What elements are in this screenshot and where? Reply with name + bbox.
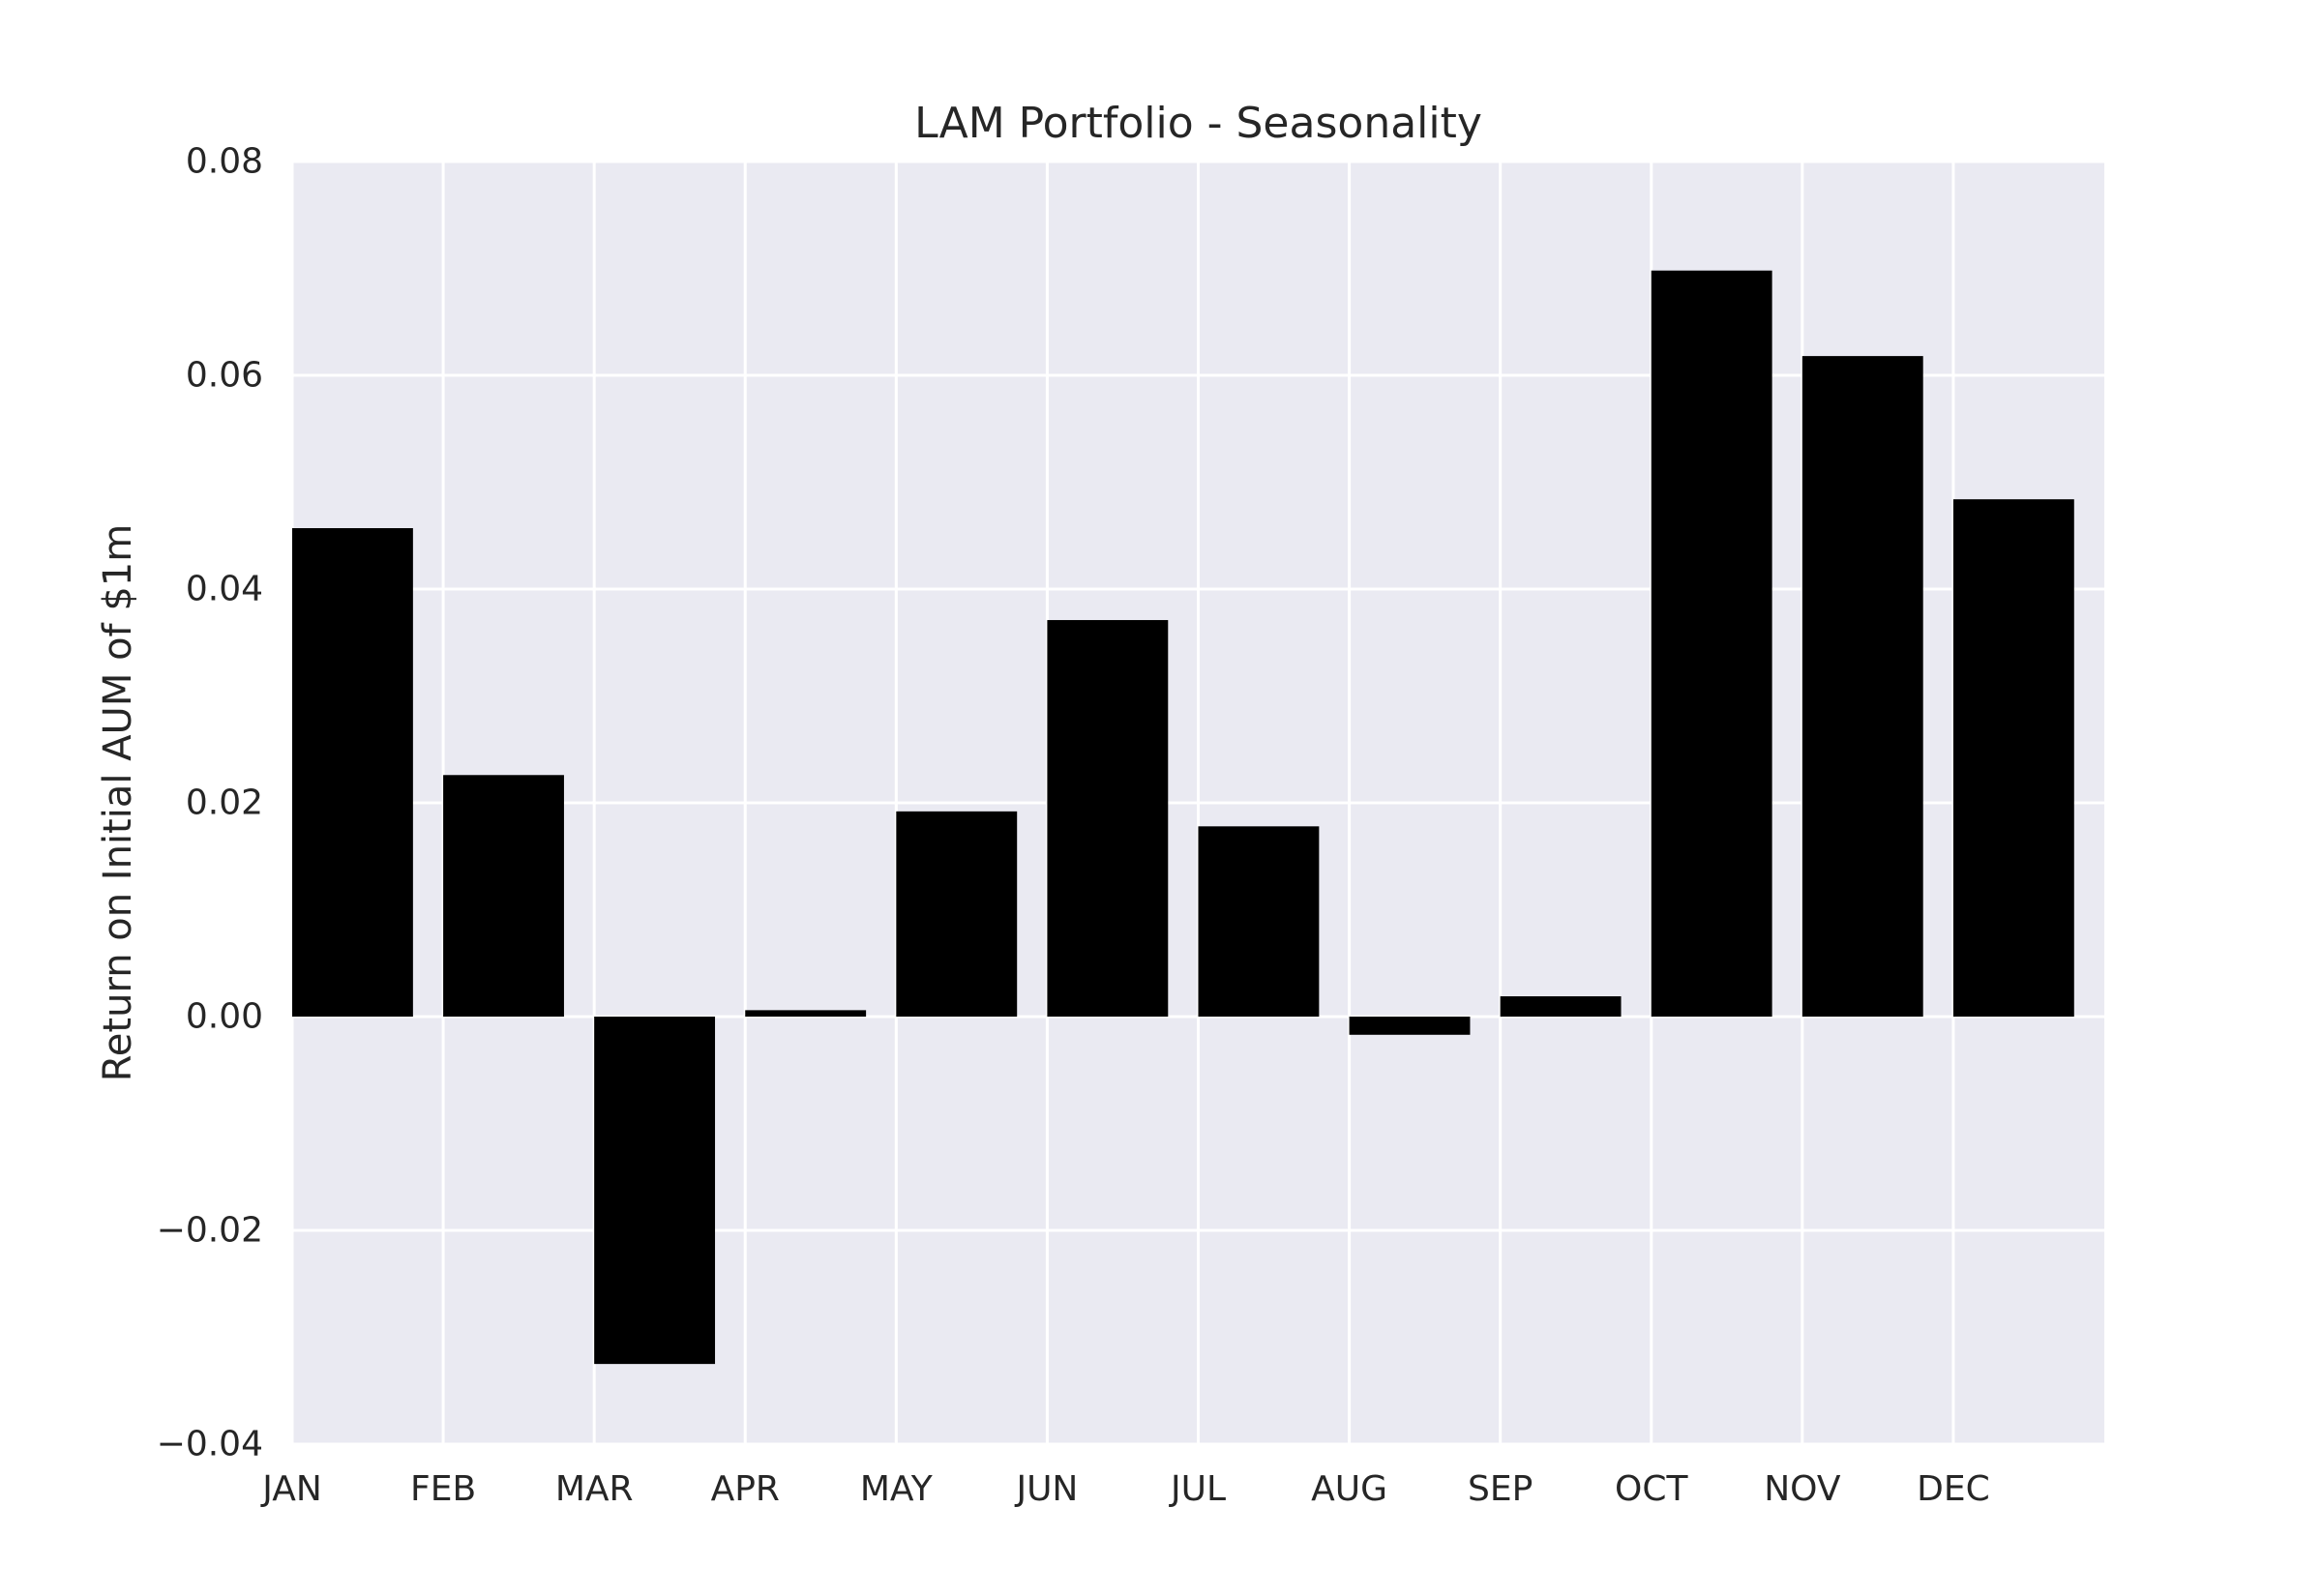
x-tick-label-nov: NOV — [1764, 1469, 1841, 1509]
x-tick-label-jan: JAN — [260, 1469, 322, 1509]
bar-dec — [1952, 499, 2074, 1017]
y-tick-label: 0.06 — [186, 356, 263, 396]
chart-title: LAM Portfolio - Seasonality — [914, 99, 1482, 148]
y-tick-label: 0.08 — [186, 142, 263, 182]
bar-aug — [1349, 1017, 1471, 1035]
y-tick-label: 0.04 — [186, 570, 263, 609]
bar-mar — [594, 1017, 716, 1365]
bar-nov — [1801, 356, 1923, 1017]
bar-may — [896, 811, 1018, 1017]
x-tick-label-sep: SEP — [1468, 1469, 1533, 1509]
x-tick-label-jun: JUN — [1014, 1469, 1078, 1509]
bar-jul — [1198, 826, 1320, 1017]
bar-oct — [1651, 270, 1772, 1018]
x-tick-label-jul: JUL — [1169, 1469, 1226, 1509]
bar-apr — [745, 1010, 867, 1017]
bar-sep — [1500, 996, 1622, 1017]
x-tick-label-feb: FEB — [410, 1469, 476, 1509]
x-tick-label-aug: AUG — [1311, 1469, 1387, 1509]
y-tick-label: −0.02 — [157, 1211, 263, 1251]
bars — [292, 270, 2074, 1365]
x-tick-label-oct: OCT — [1615, 1469, 1688, 1509]
bar-jan — [292, 528, 413, 1017]
y-tick-label: 0.00 — [186, 997, 263, 1037]
x-tick-label-apr: APR — [711, 1469, 780, 1509]
bar-feb — [443, 775, 564, 1017]
y-tick-labels: −0.04 −0.02 0.00 0.02 0.04 0.06 0.08 — [157, 142, 263, 1464]
bar-jun — [1047, 620, 1169, 1017]
x-tick-label-dec: DEC — [1917, 1469, 1990, 1509]
x-tick-label-mar: MAR — [555, 1469, 634, 1509]
x-tick-labels: JAN FEB MAR APR MAY JUN JUL AUG SEP OCT NOV DEC — [260, 1469, 1989, 1509]
y-tick-label: −0.04 — [157, 1425, 263, 1464]
y-tick-label: 0.02 — [186, 783, 263, 823]
x-tick-label-may: MAY — [860, 1469, 934, 1509]
y-axis-label: Return on Initial AUM of $1m — [96, 524, 140, 1081]
